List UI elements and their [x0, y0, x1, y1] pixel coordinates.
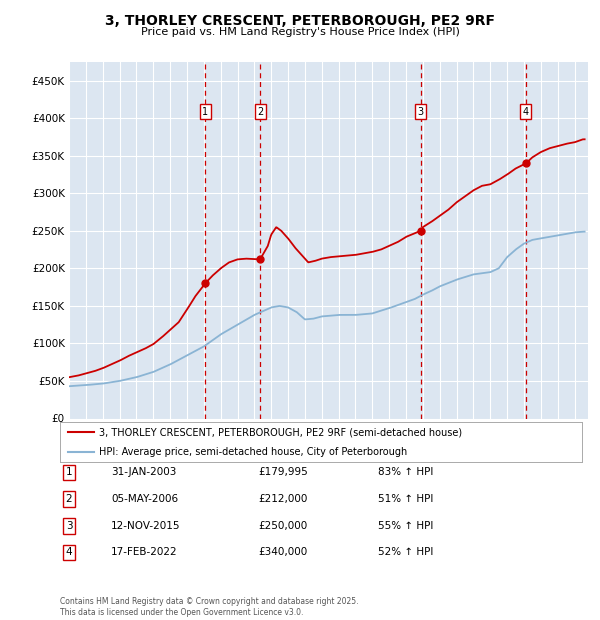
- Text: 83% ↑ HPI: 83% ↑ HPI: [378, 467, 433, 477]
- Text: 12-NOV-2015: 12-NOV-2015: [111, 521, 181, 531]
- Text: 1: 1: [65, 467, 73, 477]
- Text: £212,000: £212,000: [258, 494, 307, 504]
- Text: 3: 3: [65, 521, 73, 531]
- Text: 1: 1: [202, 107, 208, 117]
- Text: £340,000: £340,000: [258, 547, 307, 557]
- Text: Price paid vs. HM Land Registry's House Price Index (HPI): Price paid vs. HM Land Registry's House …: [140, 27, 460, 37]
- Text: 3, THORLEY CRESCENT, PETERBOROUGH, PE2 9RF: 3, THORLEY CRESCENT, PETERBOROUGH, PE2 9…: [105, 14, 495, 28]
- Text: 17-FEB-2022: 17-FEB-2022: [111, 547, 178, 557]
- Text: Contains HM Land Registry data © Crown copyright and database right 2025.
This d: Contains HM Land Registry data © Crown c…: [60, 598, 359, 617]
- Text: 55% ↑ HPI: 55% ↑ HPI: [378, 521, 433, 531]
- Text: 3, THORLEY CRESCENT, PETERBOROUGH, PE2 9RF (semi-detached house): 3, THORLEY CRESCENT, PETERBOROUGH, PE2 9…: [99, 427, 462, 438]
- Text: £179,995: £179,995: [258, 467, 308, 477]
- Text: 31-JAN-2003: 31-JAN-2003: [111, 467, 176, 477]
- Text: 52% ↑ HPI: 52% ↑ HPI: [378, 547, 433, 557]
- Text: 3: 3: [418, 107, 424, 117]
- Text: £250,000: £250,000: [258, 521, 307, 531]
- Text: 4: 4: [523, 107, 529, 117]
- Text: 51% ↑ HPI: 51% ↑ HPI: [378, 494, 433, 504]
- Text: 4: 4: [65, 547, 73, 557]
- Text: HPI: Average price, semi-detached house, City of Peterborough: HPI: Average price, semi-detached house,…: [99, 447, 407, 457]
- Text: 2: 2: [65, 494, 73, 504]
- Text: 2: 2: [257, 107, 263, 117]
- Text: 05-MAY-2006: 05-MAY-2006: [111, 494, 178, 504]
